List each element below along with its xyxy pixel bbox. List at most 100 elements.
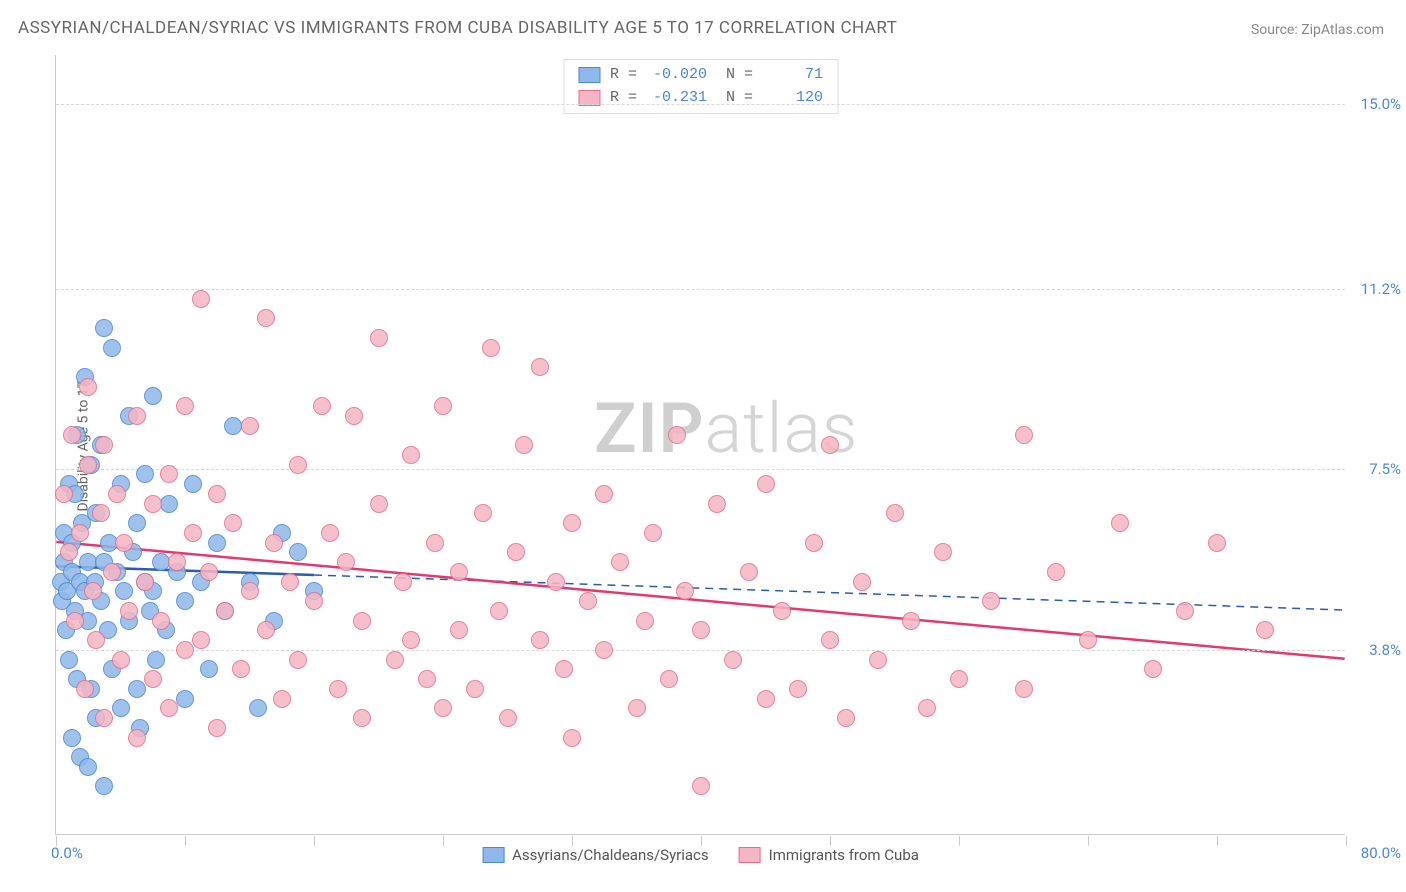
scatter-point	[394, 573, 412, 591]
swatch-icon	[482, 847, 504, 863]
legend-item-series-1: Immigrants from Cuba	[739, 846, 919, 864]
plot-area: ZIPatlas R = -0.020 N = 71 R = -0.231 N …	[55, 55, 1345, 835]
scatter-point	[386, 651, 404, 669]
x-tick	[959, 836, 960, 846]
scatter-point	[160, 495, 178, 513]
scatter-point	[281, 573, 299, 591]
scatter-point	[450, 563, 468, 581]
scatter-point	[95, 436, 113, 454]
scatter-point	[71, 524, 89, 542]
scatter-point	[136, 573, 154, 591]
scatter-point	[660, 670, 678, 688]
scatter-point	[555, 660, 573, 678]
scatter-point	[112, 651, 130, 669]
scatter-point	[55, 485, 73, 503]
scatter-point	[507, 543, 525, 561]
scatter-point	[837, 709, 855, 727]
scatter-point	[289, 543, 307, 561]
scatter-point	[869, 651, 887, 669]
scatter-point	[257, 309, 275, 327]
scatter-point	[103, 563, 121, 581]
scatter-point	[95, 319, 113, 337]
scatter-point	[676, 582, 694, 600]
scatter-point	[337, 553, 355, 571]
scatter-point	[176, 641, 194, 659]
scatter-point	[79, 758, 97, 776]
scatter-point	[628, 699, 646, 717]
legend-r-value: -0.231	[647, 87, 707, 110]
scatter-point	[644, 524, 662, 542]
scatter-point	[79, 378, 97, 396]
scatter-point	[853, 573, 871, 591]
scatter-point	[76, 680, 94, 698]
scatter-point	[757, 475, 775, 493]
legend-r-label: R =	[610, 64, 637, 87]
x-tick	[443, 836, 444, 846]
scatter-point	[136, 465, 154, 483]
scatter-point	[200, 660, 218, 678]
x-tick	[314, 836, 315, 846]
x-axis-max-label: 80.0%	[1361, 844, 1401, 862]
x-tick	[572, 836, 573, 846]
scatter-point	[563, 729, 581, 747]
scatter-point	[345, 407, 363, 425]
legend-series-label: Immigrants from Cuba	[769, 846, 919, 864]
scatter-point	[950, 670, 968, 688]
scatter-point	[353, 709, 371, 727]
scatter-point	[740, 563, 758, 581]
scatter-point	[95, 709, 113, 727]
scatter-point	[176, 397, 194, 415]
scatter-point	[289, 456, 307, 474]
scatter-point	[1256, 621, 1274, 639]
scatter-point	[216, 602, 234, 620]
scatter-point	[87, 631, 105, 649]
x-tick	[1088, 836, 1089, 846]
scatter-point	[152, 612, 170, 630]
scatter-point	[147, 651, 165, 669]
x-tick	[830, 836, 831, 846]
scatter-point	[200, 563, 218, 581]
scatter-point	[724, 651, 742, 669]
scatter-point	[563, 514, 581, 532]
scatter-point	[321, 524, 339, 542]
scatter-point	[353, 612, 371, 630]
scatter-point	[289, 651, 307, 669]
scatter-point	[668, 426, 686, 444]
scatter-point	[579, 592, 597, 610]
scatter-point	[128, 680, 146, 698]
scatter-point	[531, 631, 549, 649]
gridline	[56, 469, 1345, 470]
scatter-point	[773, 602, 791, 620]
scatter-point	[329, 680, 347, 698]
scatter-point	[79, 456, 97, 474]
scatter-point	[184, 524, 202, 542]
scatter-point	[789, 680, 807, 698]
scatter-point	[128, 514, 146, 532]
scatter-point	[902, 612, 920, 630]
scatter-point	[241, 417, 259, 435]
scatter-point	[450, 621, 468, 639]
scatter-point	[60, 543, 78, 561]
x-tick	[185, 836, 186, 846]
gridline	[56, 650, 1345, 651]
scatter-point	[208, 534, 226, 552]
scatter-point	[208, 719, 226, 737]
watermark: ZIPatlas	[594, 388, 858, 470]
scatter-point	[805, 534, 823, 552]
x-tick	[701, 836, 702, 846]
scatter-point	[821, 631, 839, 649]
x-tick	[56, 836, 57, 846]
scatter-point	[160, 465, 178, 483]
scatter-point	[265, 534, 283, 552]
scatter-point	[224, 514, 242, 532]
scatter-point	[115, 582, 133, 600]
scatter-point	[918, 699, 936, 717]
scatter-point	[144, 495, 162, 513]
gridline	[56, 104, 1345, 105]
scatter-point	[595, 641, 613, 659]
scatter-point	[370, 329, 388, 347]
scatter-point	[886, 504, 904, 522]
legend-n-label: N =	[717, 64, 753, 87]
x-tick	[1346, 836, 1347, 846]
scatter-point	[128, 729, 146, 747]
